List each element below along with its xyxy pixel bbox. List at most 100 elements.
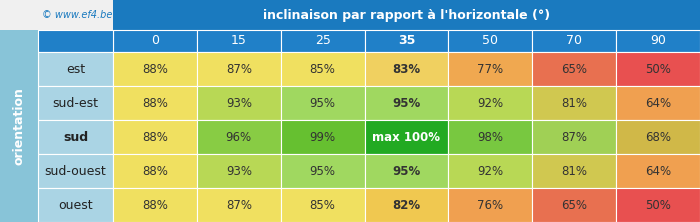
Bar [616,188,700,222]
Text: max 100%: max 100% [372,131,440,143]
Text: 95%: 95% [309,97,335,109]
Text: 88%: 88% [142,63,168,75]
Text: 96%: 96% [225,131,252,143]
Bar [0,0,113,30]
Bar [197,154,281,188]
Text: 83%: 83% [393,63,421,75]
Text: 50%: 50% [645,63,671,75]
Bar [113,52,197,86]
Text: 82%: 82% [393,198,421,212]
Text: 64%: 64% [645,165,671,178]
Text: 93%: 93% [226,165,252,178]
Bar [281,154,365,188]
Bar [113,154,197,188]
Text: 50: 50 [482,34,498,48]
Bar [197,188,281,222]
Text: 68%: 68% [645,131,671,143]
Bar [113,30,197,52]
Bar [281,30,365,52]
Bar [616,86,700,120]
Text: 90: 90 [650,34,666,48]
Bar [616,154,700,188]
Text: 0: 0 [151,34,159,48]
Text: 81%: 81% [561,165,587,178]
Text: 99%: 99% [309,131,336,143]
Text: 65%: 65% [561,63,587,75]
Bar [365,188,449,222]
Bar [197,120,281,154]
Text: est: est [66,63,85,75]
Text: 15: 15 [231,34,246,48]
Bar [197,52,281,86]
Bar [0,30,38,222]
Text: 25: 25 [315,34,330,48]
Text: inclinaison par rapport à l'horizontale (°): inclinaison par rapport à l'horizontale … [263,8,550,22]
Bar [38,52,113,86]
Bar [365,154,449,188]
Bar [113,86,197,120]
Text: 95%: 95% [393,97,421,109]
Bar [38,120,113,154]
Bar [38,30,113,52]
Text: 87%: 87% [561,131,587,143]
Text: 88%: 88% [142,131,168,143]
Text: 76%: 76% [477,198,503,212]
Text: 85%: 85% [309,198,335,212]
Bar [532,154,616,188]
Bar [449,86,532,120]
Text: 85%: 85% [309,63,335,75]
Text: 64%: 64% [645,97,671,109]
Text: 88%: 88% [142,198,168,212]
Text: orientation: orientation [13,87,25,165]
Bar [532,120,616,154]
Bar [449,30,532,52]
Bar [616,52,700,86]
Text: 81%: 81% [561,97,587,109]
Text: 65%: 65% [561,198,587,212]
Bar [532,30,616,52]
Bar [365,120,449,154]
Text: 70: 70 [566,34,582,48]
Bar [365,86,449,120]
Text: sud: sud [63,131,88,143]
Bar [38,188,113,222]
Text: 93%: 93% [226,97,252,109]
Text: sud-est: sud-est [52,97,99,109]
Bar [532,86,616,120]
Bar [449,188,532,222]
Bar [281,120,365,154]
Bar [113,0,700,30]
Text: 35: 35 [398,34,415,48]
Bar [449,120,532,154]
Bar [616,120,700,154]
Bar [113,120,197,154]
Bar [281,188,365,222]
Text: 92%: 92% [477,165,503,178]
Text: 88%: 88% [142,97,168,109]
Text: 50%: 50% [645,198,671,212]
Bar [365,52,449,86]
Bar [449,52,532,86]
Bar [532,52,616,86]
Text: 88%: 88% [142,165,168,178]
Bar [197,86,281,120]
Text: 95%: 95% [309,165,335,178]
Text: sud-ouest: sud-ouest [45,165,106,178]
Text: 92%: 92% [477,97,503,109]
Bar [532,188,616,222]
Bar [197,30,281,52]
Bar [113,188,197,222]
Text: 87%: 87% [226,198,252,212]
Bar [38,154,113,188]
Bar [281,52,365,86]
Bar [616,30,700,52]
Bar [38,86,113,120]
Text: ouest: ouest [58,198,93,212]
Text: © www.ef4.be: © www.ef4.be [42,10,113,20]
Text: 95%: 95% [393,165,421,178]
Bar [281,86,365,120]
Text: 77%: 77% [477,63,503,75]
Text: 98%: 98% [477,131,503,143]
Bar [449,154,532,188]
Bar [365,30,449,52]
